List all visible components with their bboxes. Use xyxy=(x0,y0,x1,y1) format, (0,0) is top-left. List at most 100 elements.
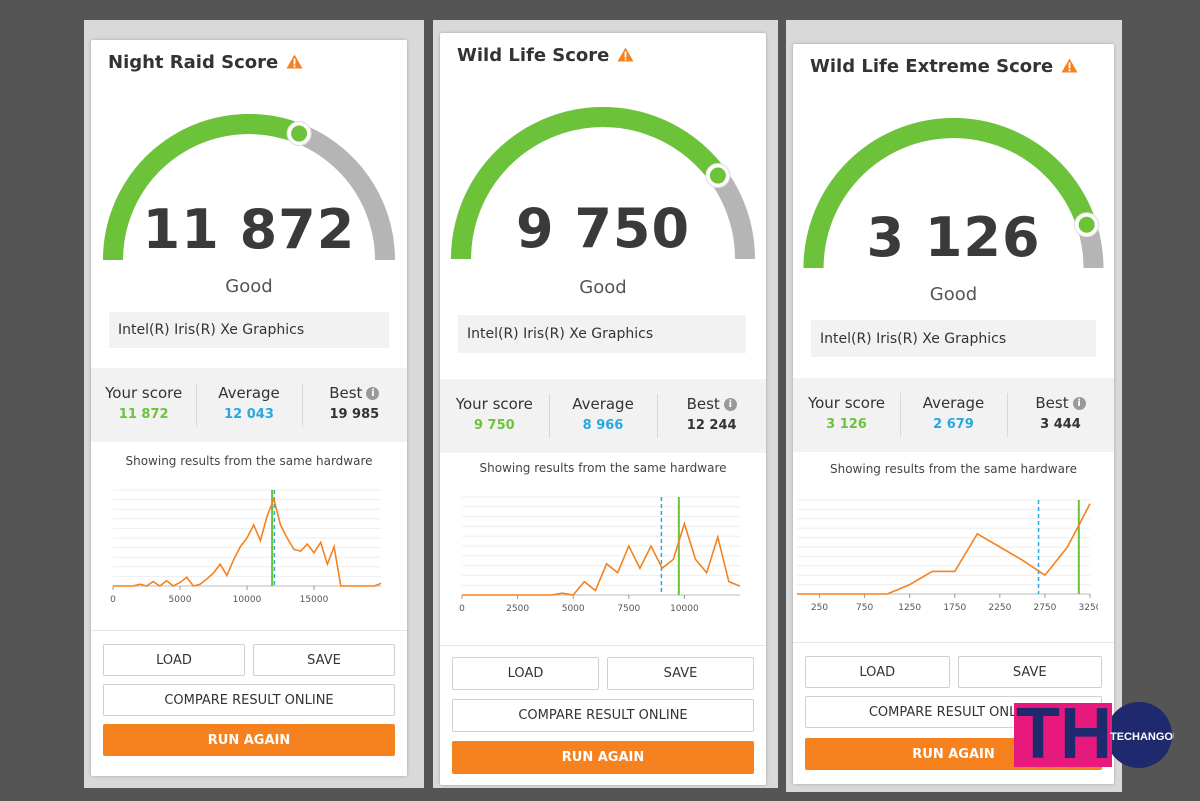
your-score-value: 9 750 xyxy=(473,418,515,433)
score-gauge xyxy=(91,102,407,288)
divider xyxy=(793,642,1114,643)
info-icon[interactable]: i xyxy=(1072,396,1086,410)
score-card-wild-life-extreme: Wild Life Extreme Score 3 126 Good Intel(R)… xyxy=(793,44,1114,784)
score-gauge xyxy=(440,95,766,287)
best-score: Best i 12 244 xyxy=(657,379,766,453)
logo-mark: TH xyxy=(1016,700,1112,770)
best-score-label: Best xyxy=(686,395,720,413)
x-tick-label: 5000 xyxy=(169,595,192,605)
x-tick-label: 7500 xyxy=(617,604,640,614)
your-score: Your score 3 126 xyxy=(793,378,900,452)
warning-icon[interactable] xyxy=(286,53,303,74)
average-score-value: 8 966 xyxy=(582,418,624,433)
gauge-knob-dot xyxy=(709,167,726,184)
best-score-label: Best xyxy=(329,384,363,402)
x-tick-label: 0 xyxy=(110,595,116,605)
histogram-caption: Showing results from the same hardware xyxy=(479,461,727,475)
x-tick-label: 2250 xyxy=(988,603,1011,613)
average-score-value: 12 043 xyxy=(224,407,274,422)
distribution-line xyxy=(797,503,1091,595)
warning-icon[interactable] xyxy=(1061,57,1078,78)
score-value: 11 872 xyxy=(142,198,356,261)
x-tick-label: 3250 xyxy=(1079,603,1098,613)
score-histogram: 0 5000 10000 15000 xyxy=(109,486,389,610)
info-icon[interactable]: i xyxy=(723,397,737,411)
run-again-button[interactable]: RUN AGAIN xyxy=(452,741,754,774)
save-button[interactable]: SAVE xyxy=(253,644,395,676)
score-value: 3 126 xyxy=(866,206,1041,269)
your-score-label: Your score xyxy=(807,394,886,412)
score-histogram: 0 2500 5000 7500 10000 xyxy=(458,493,748,619)
your-score: Your score 11 872 xyxy=(91,368,196,442)
score-card-night-raid: Night Raid Score 11 872 Good Intel(R) Iris(… xyxy=(91,40,407,776)
save-button[interactable]: SAVE xyxy=(607,657,754,690)
average-score: Average 12 043 xyxy=(196,368,301,442)
score-stats: Your score 11 872 Average 12 043 Best i 19 985 xyxy=(91,368,407,442)
best-score-label: Best xyxy=(1035,394,1069,412)
gauge-fill xyxy=(803,118,1097,269)
card-title: Wild Life Extreme Score xyxy=(810,56,1078,78)
your-score-value: 11 872 xyxy=(118,407,169,422)
distribution-line xyxy=(462,521,741,596)
histogram-caption: Showing results from the same hardware xyxy=(125,454,373,468)
gpu-name: Intel(R) Iris(R) Xe Graphics xyxy=(109,312,389,348)
divider xyxy=(91,630,407,631)
warning-icon[interactable] xyxy=(617,46,634,67)
average-score-label: Average xyxy=(572,395,634,413)
average-score-value: 2 679 xyxy=(933,417,974,432)
x-tick-label: 15000 xyxy=(300,595,329,605)
load-button[interactable]: LOAD xyxy=(103,644,245,676)
save-button[interactable]: SAVE xyxy=(957,656,1102,688)
x-tick-label: 2500 xyxy=(506,604,529,614)
average-score-label: Average xyxy=(218,384,280,402)
x-tick-label: 1750 xyxy=(943,603,966,613)
card-title-text: Wild Life Score xyxy=(457,45,610,66)
compare-online-button[interactable]: COMPARE RESULT ONLINE xyxy=(103,684,395,716)
gpu-name: Intel(R) Iris(R) Xe Graphics xyxy=(811,320,1096,357)
x-tick-label: 2750 xyxy=(1033,603,1056,613)
score-gauge xyxy=(793,106,1114,296)
average-score: Average 2 679 xyxy=(900,378,1007,452)
card-title-text: Night Raid Score xyxy=(108,52,279,73)
best-score: Best i 3 444 xyxy=(1007,378,1114,452)
gauge-fill xyxy=(451,107,726,260)
x-tick-label: 750 xyxy=(856,603,873,613)
x-tick-label: 10000 xyxy=(233,595,262,605)
best-score-value: 3 444 xyxy=(1040,417,1081,432)
x-tick-label: 0 xyxy=(459,604,465,614)
run-again-button[interactable]: RUN AGAIN xyxy=(103,724,395,756)
your-score-label: Your score xyxy=(455,395,533,413)
techhangout-logo: TH TECHANGOUT xyxy=(1014,694,1188,774)
gauge-knob-dot xyxy=(291,125,308,142)
best-score-value: 19 985 xyxy=(329,407,380,422)
card-title: Wild Life Score xyxy=(457,45,634,67)
divider xyxy=(440,645,766,646)
histogram-caption: Showing results from the same hardware xyxy=(829,462,1078,476)
gpu-name: Intel(R) Iris(R) Xe Graphics xyxy=(458,315,746,353)
score-rating: Good xyxy=(225,276,273,297)
distribution-line xyxy=(113,496,382,587)
compare-online-button[interactable]: COMPARE RESULT ONLINE xyxy=(452,699,754,732)
score-card-wild-life: Wild Life Score 9 750 Good Intel(R) Iris(R)… xyxy=(440,33,766,785)
score-rating: Good xyxy=(929,284,978,305)
card-title: Night Raid Score xyxy=(108,52,303,74)
card-title-text: Wild Life Extreme Score xyxy=(810,56,1054,77)
score-rating: Good xyxy=(579,277,627,298)
info-icon[interactable]: i xyxy=(366,386,380,400)
logo-text: TECHANGOUT xyxy=(1110,731,1174,743)
best-score: Best i 19 985 xyxy=(301,368,407,442)
score-histogram: 250 750 1250 1750 2250 2750 3250 xyxy=(793,496,1102,618)
gauge-fill xyxy=(103,114,303,261)
your-score: Your score 9 750 xyxy=(440,379,549,453)
score-value: 9 750 xyxy=(515,197,691,260)
gauge-knob-dot xyxy=(1078,216,1095,233)
x-tick-label: 250 xyxy=(811,603,828,613)
load-button[interactable]: LOAD xyxy=(805,656,950,688)
average-score-label: Average xyxy=(922,394,985,412)
your-score-value: 3 126 xyxy=(826,417,867,432)
your-score-label: Your score xyxy=(105,384,183,402)
x-tick-label: 5000 xyxy=(562,604,585,614)
load-button[interactable]: LOAD xyxy=(452,657,599,690)
best-score-value: 12 244 xyxy=(686,418,737,433)
x-tick-label: 10000 xyxy=(670,604,699,614)
